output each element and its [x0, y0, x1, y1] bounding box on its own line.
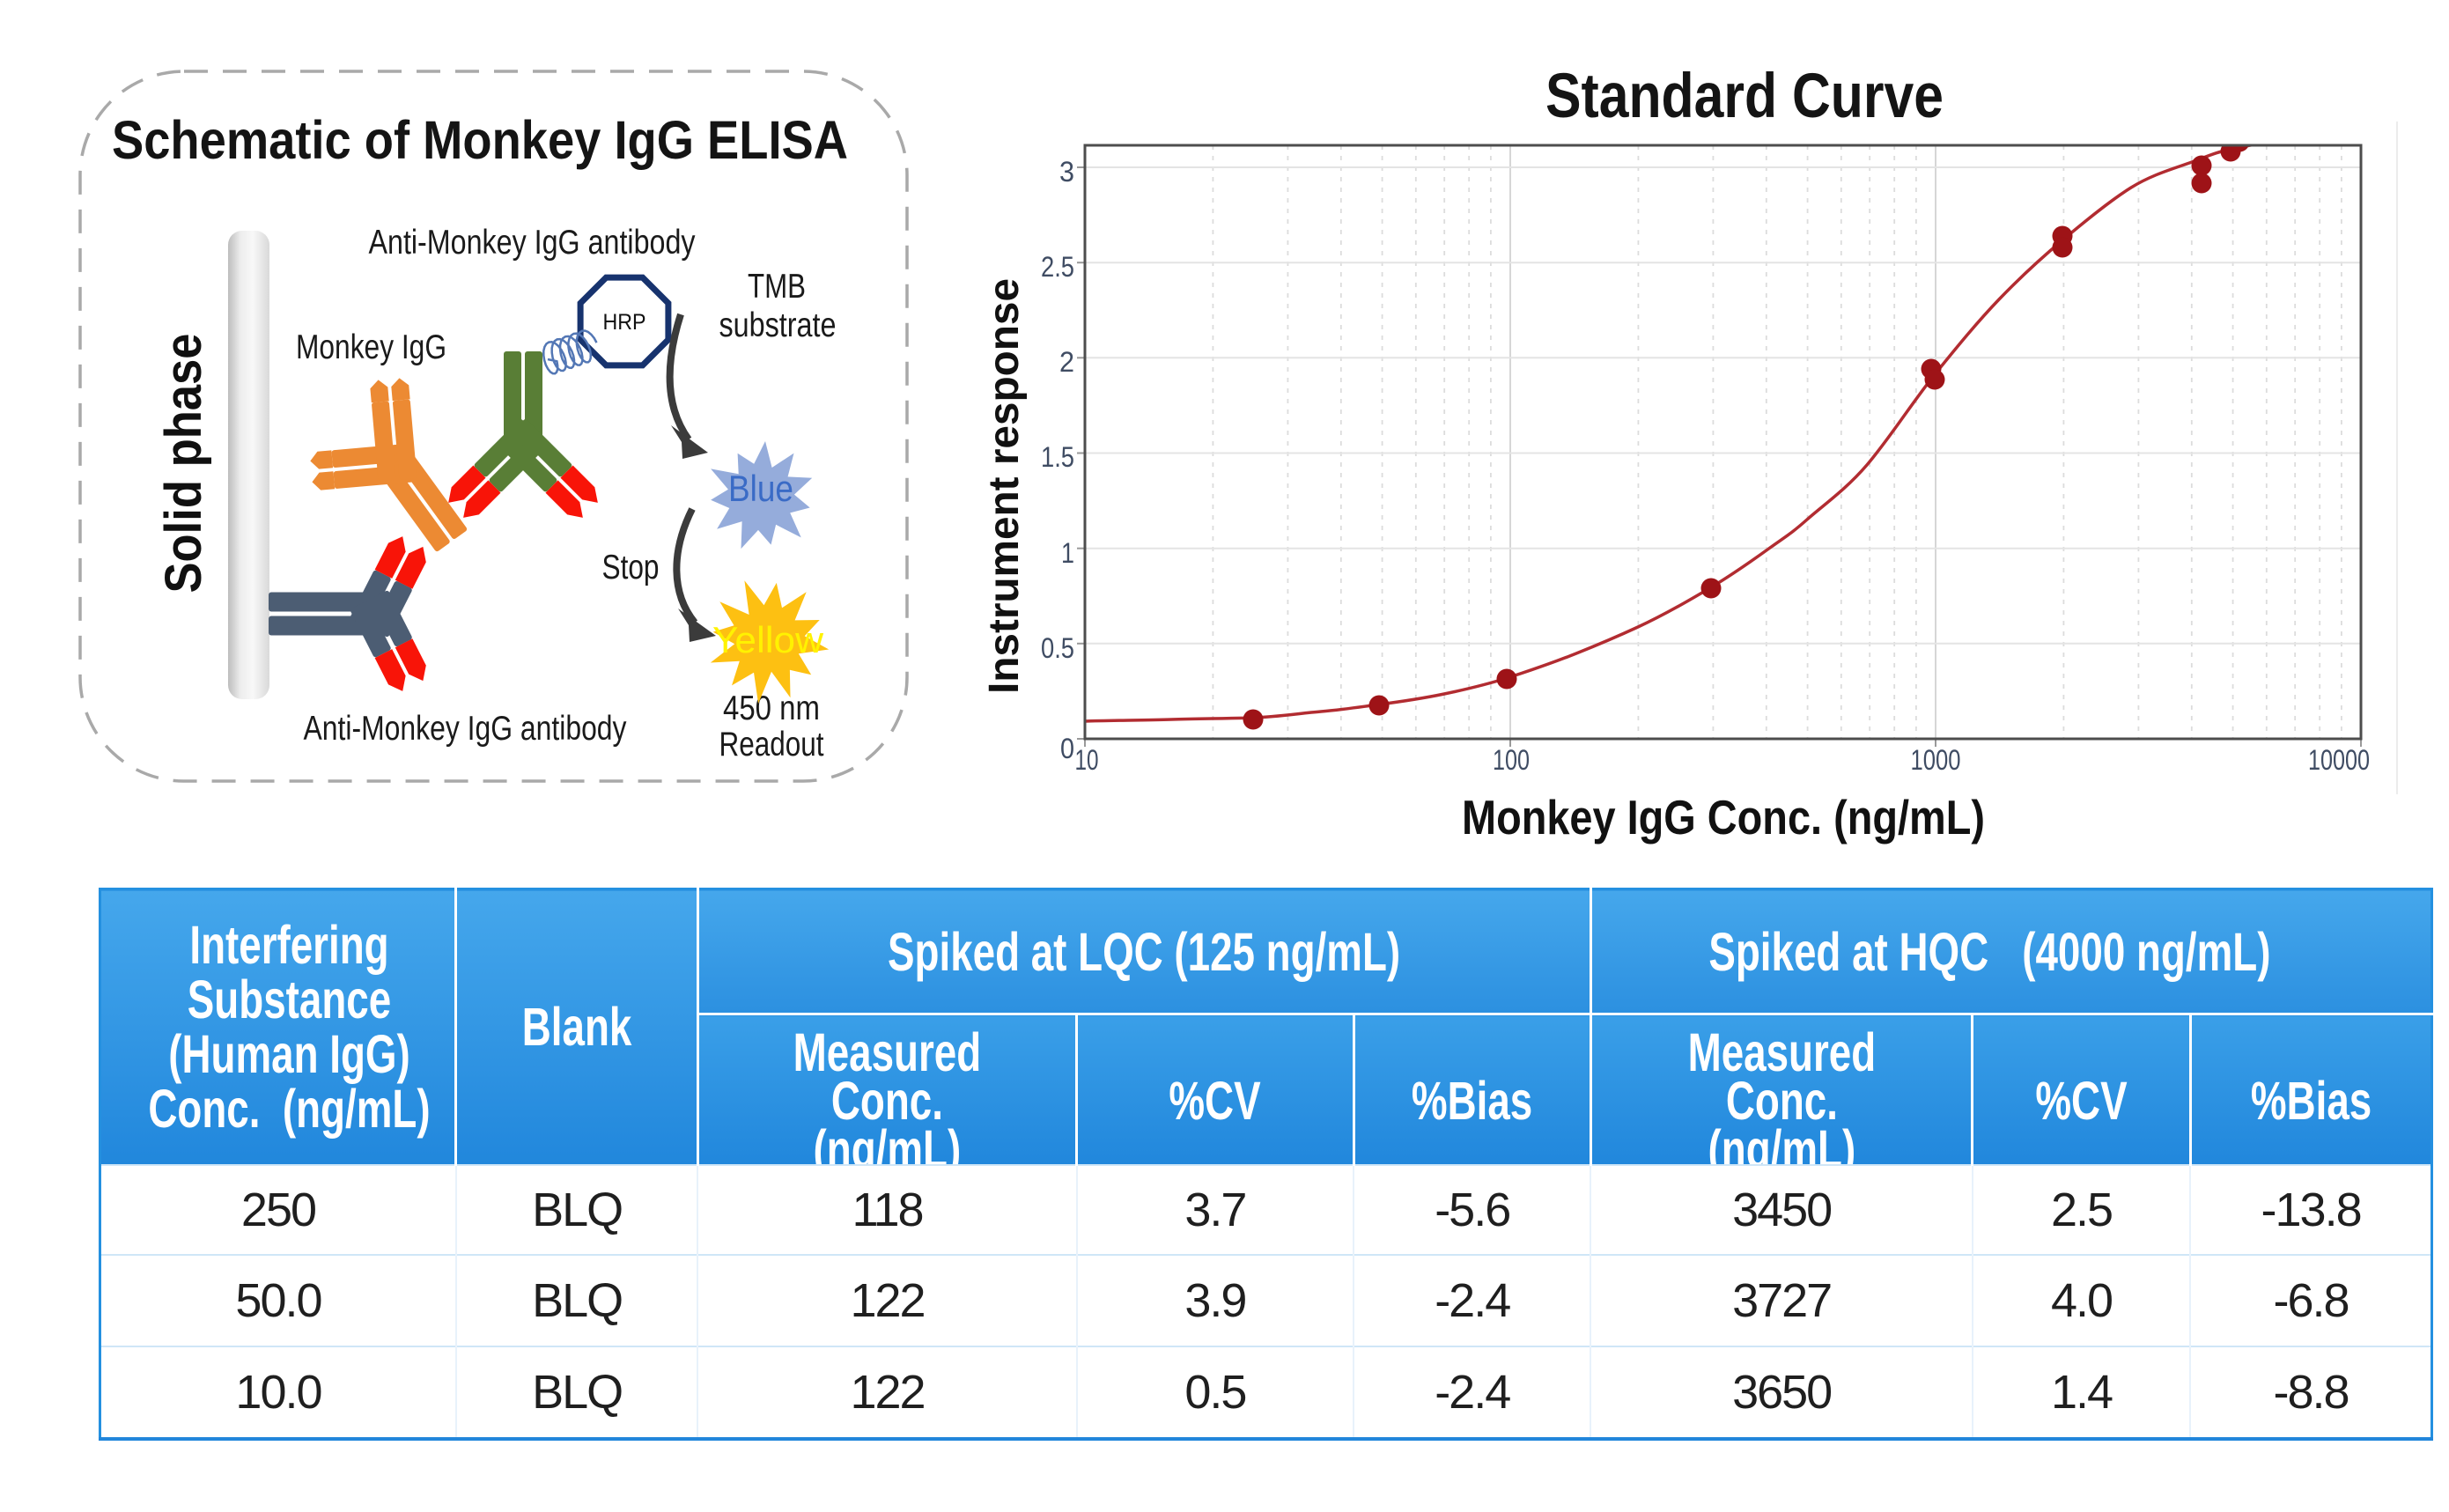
svg-text:2.5: 2.5	[1041, 251, 1074, 283]
svg-text:1.5: 1.5	[1041, 441, 1074, 473]
svg-text:1: 1	[1061, 537, 1074, 569]
svg-text:100: 100	[1493, 744, 1530, 776]
svg-text:Blue: Blue	[728, 468, 793, 509]
svg-text:1000: 1000	[1911, 744, 1961, 776]
svg-text:Schematic of Monkey IgG ELISA: Schematic of Monkey IgG ELISA	[112, 110, 848, 170]
svg-text:3: 3	[1059, 156, 1074, 188]
svg-text:Solid phase: Solid phase	[155, 334, 212, 594]
svg-text:substrate: substrate	[719, 306, 837, 344]
svg-text:450 nm: 450 nm	[723, 690, 820, 727]
svg-text:Instrument response: Instrument response	[981, 278, 1028, 694]
svg-text:0.5: 0.5	[1041, 632, 1074, 664]
svg-text:TMB: TMB	[748, 268, 806, 306]
svg-text:Monkey IgG Conc. (ng/mL): Monkey IgG Conc. (ng/mL)	[1462, 790, 1985, 845]
svg-text:Readout: Readout	[719, 726, 824, 763]
svg-text:Standard Curve: Standard Curve	[1545, 62, 1944, 131]
svg-text:10000: 10000	[2308, 744, 2370, 776]
svg-text:Stop: Stop	[602, 549, 660, 586]
svg-text:0: 0	[1060, 733, 1074, 764]
svg-text:HRP: HRP	[603, 310, 646, 335]
svg-text:Yellow: Yellow	[712, 619, 824, 660]
svg-text:Monkey IgG: Monkey IgG	[296, 328, 446, 366]
svg-text:10: 10	[1075, 744, 1099, 776]
svg-text:2: 2	[1059, 346, 1074, 378]
svg-text:Anti-Monkey IgG antibody: Anti-Monkey IgG antibody	[369, 224, 696, 262]
svg-text:Anti-Monkey IgG antibody: Anti-Monkey IgG antibody	[304, 710, 627, 748]
